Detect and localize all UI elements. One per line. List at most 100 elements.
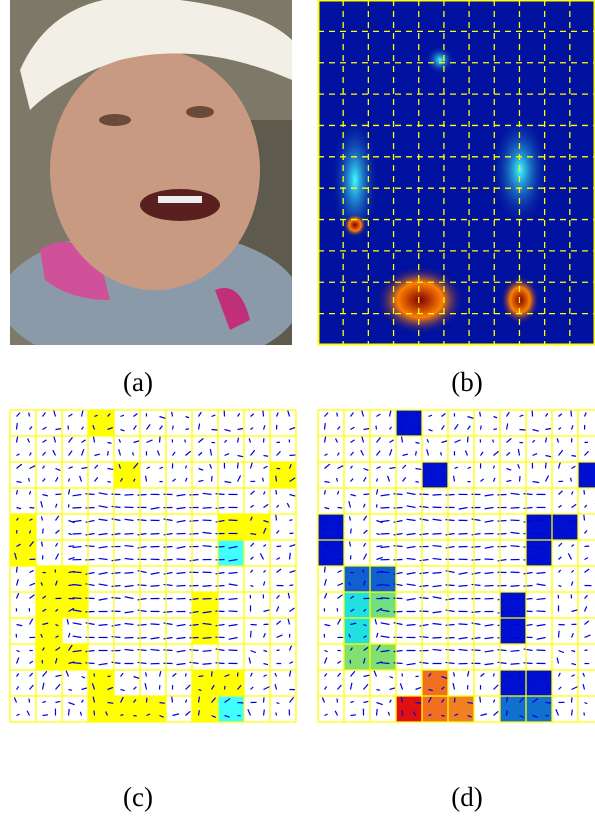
motion-vector	[377, 690, 380, 691]
block	[526, 670, 552, 696]
motion-vector	[498, 650, 507, 651]
motion-vector	[86, 663, 95, 664]
motion-vector	[498, 521, 507, 522]
motion-vector	[524, 547, 533, 548]
motion-vector	[572, 710, 573, 716]
block	[192, 592, 218, 618]
motion-vector	[290, 553, 291, 560]
block	[36, 566, 62, 592]
block	[218, 514, 244, 540]
motion-vector	[459, 624, 468, 625]
motion-vector	[125, 534, 134, 535]
motion-field-c	[10, 410, 296, 722]
motion-vector	[394, 546, 403, 547]
block	[36, 618, 62, 644]
block	[318, 514, 344, 540]
motion-vector	[229, 611, 238, 612]
motion-vector	[73, 663, 82, 664]
motion-vector	[86, 508, 95, 509]
motion-vector	[407, 625, 416, 626]
motion-vector	[468, 436, 469, 442]
motion-vector	[134, 716, 137, 717]
motion-vector	[216, 547, 225, 548]
motion-vector	[381, 508, 390, 509]
motion-vector	[185, 440, 186, 443]
block	[36, 644, 62, 670]
motion-vector	[520, 430, 527, 431]
motion-vector	[511, 508, 520, 509]
motion-vector	[216, 586, 225, 587]
motion-vector	[151, 586, 160, 587]
motion-vector	[381, 534, 390, 535]
motion-vector	[442, 716, 445, 717]
block	[370, 566, 396, 592]
motion-vector	[276, 476, 277, 482]
motion-vector	[164, 650, 173, 651]
block	[88, 696, 114, 722]
motion-vector	[173, 426, 174, 430]
motion-vector	[584, 713, 585, 716]
motion-vector	[511, 599, 520, 600]
block	[448, 696, 474, 722]
motion-vector	[416, 451, 417, 455]
motion-vector	[125, 495, 134, 496]
heatmap	[318, 0, 595, 345]
motion-vector	[56, 429, 62, 430]
motion-vector	[203, 664, 212, 665]
motion-vector	[433, 534, 442, 535]
motion-vector	[125, 573, 134, 574]
block	[62, 592, 88, 618]
block	[370, 592, 396, 618]
motion-vector	[138, 638, 147, 639]
motion-vector	[29, 413, 30, 417]
motion-vector	[264, 710, 265, 716]
caption: (c)	[123, 782, 153, 812]
motion-vector	[338, 508, 343, 509]
motion-vector	[351, 715, 356, 716]
motion-vector	[216, 663, 225, 664]
motion-vector	[212, 671, 213, 676]
motion-vector	[164, 560, 173, 561]
motion-vector	[485, 586, 494, 587]
block	[218, 670, 244, 696]
motion-vector	[377, 709, 378, 716]
motion-vector	[416, 443, 420, 444]
motion-vector	[472, 547, 481, 548]
motion-vector	[498, 534, 507, 535]
motion-vector	[108, 703, 114, 704]
block	[218, 696, 244, 722]
motion-vector	[30, 508, 35, 509]
motion-vector	[73, 598, 82, 599]
motion-vector	[43, 715, 48, 716]
block	[344, 592, 370, 618]
caption: (a)	[123, 367, 153, 397]
motion-vector	[524, 663, 533, 664]
motion-vector	[433, 495, 442, 496]
motion-vector	[138, 495, 147, 496]
motion-vector	[402, 673, 403, 676]
motion-vector	[394, 494, 403, 495]
block	[10, 514, 36, 540]
block	[344, 566, 370, 592]
motion-vector	[99, 625, 108, 626]
caption: (b)	[451, 367, 482, 397]
motion-vector	[441, 452, 442, 455]
motion-vector	[433, 638, 442, 639]
motion-vector	[376, 426, 377, 430]
block	[422, 670, 448, 696]
motion-vector	[416, 482, 419, 483]
motion-vector	[571, 410, 572, 416]
motion-vector	[416, 703, 422, 704]
motion-vector	[494, 429, 497, 430]
block	[396, 696, 422, 722]
block	[192, 618, 218, 644]
motion-vector	[533, 686, 534, 690]
motion-vector	[277, 650, 280, 651]
motion-vector	[17, 423, 18, 429]
motion-vector	[177, 586, 186, 587]
motion-vector	[381, 572, 390, 573]
motion-vector	[377, 546, 383, 547]
motion-vector	[351, 529, 352, 534]
motion-vector	[125, 638, 134, 639]
motion-vector	[69, 546, 75, 547]
